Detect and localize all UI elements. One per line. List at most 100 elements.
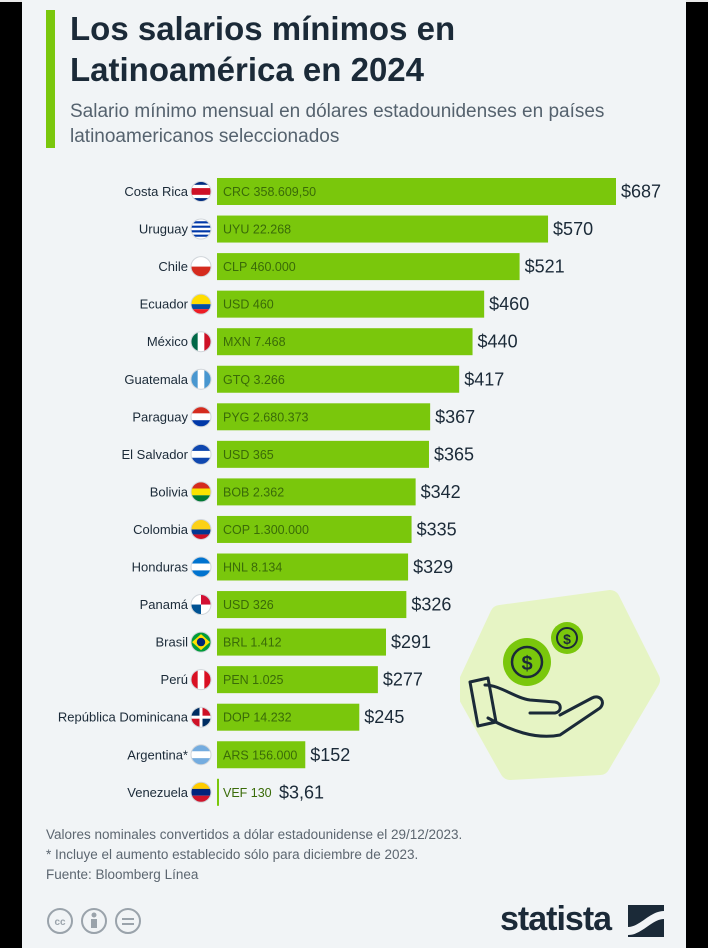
value-label: $335 — [417, 519, 457, 539]
footnote-argentina: * Incluye el aumento establecido sólo pa… — [46, 847, 419, 862]
statista-logo-mark-icon — [628, 905, 664, 937]
el-salvador-flag-icon — [191, 444, 211, 465]
source-note: Fuente: Bloomberg Línea — [46, 867, 199, 882]
bar — [217, 515, 412, 543]
bar — [217, 741, 306, 769]
category-label: Venezuela — [127, 785, 188, 800]
local-currency-label: DOP 14.232 — [223, 711, 292, 725]
value-label: $365 — [434, 444, 474, 464]
bar — [217, 778, 219, 806]
cc-icon — [47, 908, 73, 934]
value-label: $417 — [464, 369, 504, 389]
category-label: México — [147, 334, 188, 349]
value-label: $329 — [413, 557, 453, 577]
peru-flag-icon — [191, 669, 211, 690]
bolivia-flag-icon — [191, 481, 211, 502]
value-label: $460 — [489, 294, 529, 314]
local-currency-label: USD 365 — [223, 448, 274, 462]
value-label: $367 — [435, 407, 475, 427]
category-label: Costa Rica — [124, 184, 188, 199]
bar — [217, 253, 520, 281]
by-icon — [81, 908, 107, 934]
value-label: $152 — [310, 745, 350, 765]
local-currency-label: USD 326 — [223, 598, 274, 612]
panama-flag-icon — [191, 594, 211, 615]
bar — [217, 666, 378, 694]
category-label: República Dominicana — [58, 710, 189, 725]
chile-flag-icon — [191, 256, 211, 277]
local-currency-label: USD 460 — [223, 298, 274, 312]
chart-subtitle: Salario mínimo mensual en dólares estado… — [70, 101, 605, 147]
category-label: Chile — [158, 259, 188, 274]
ecuador-flag-icon — [191, 294, 211, 315]
value-label: $245 — [364, 707, 404, 727]
large-coin-icon — [503, 638, 551, 686]
local-currency-label: COP 1.300.000 — [223, 523, 309, 537]
value-label: $440 — [478, 332, 518, 352]
honduras-flag-icon — [191, 557, 211, 577]
costa-rica-flag-icon — [191, 181, 211, 202]
category-label: El Salvador — [122, 447, 189, 462]
category-label: Argentina* — [127, 747, 188, 762]
value-label: $277 — [383, 670, 423, 690]
category-label: Perú — [161, 672, 188, 687]
category-label: Guatemala — [124, 372, 188, 387]
category-label: Paraguay — [132, 409, 188, 424]
value-label: $342 — [421, 482, 461, 502]
category-label: Uruguay — [139, 222, 189, 237]
local-currency-label: BOB 2.362 — [223, 485, 284, 499]
value-label: $291 — [391, 632, 431, 652]
bar-chart: Costa Rica CRC 358.609,50 $687 Uruguay UYU 2… — [58, 178, 661, 806]
bar — [217, 440, 429, 468]
brasil-flag-icon — [191, 632, 211, 653]
svg-text:$: $ — [563, 631, 571, 647]
bar — [217, 403, 431, 431]
bar — [217, 478, 416, 506]
local-currency-label: VEF 130 — [223, 786, 272, 800]
chart-title: Los salarios mínimos en Latinoamérica en… — [70, 10, 456, 88]
local-currency-label: GTQ 3.266 — [223, 373, 285, 387]
bar — [217, 365, 460, 393]
category-label: Brasil — [155, 635, 188, 650]
category-label: Bolivia — [150, 484, 189, 499]
venezuela-flag-icon — [191, 782, 211, 803]
nd-icon — [115, 908, 141, 934]
local-currency-label: BRL 1.412 — [223, 636, 282, 650]
argentina-flag-icon — [191, 744, 211, 765]
svg-text:$: $ — [521, 653, 532, 675]
creative-commons-icons: cc — [47, 908, 141, 934]
paraguay-flag-icon — [191, 406, 211, 427]
local-currency-label: PYG 2.680.373 — [223, 410, 309, 424]
category-label: Ecuador — [140, 297, 189, 312]
value-label: $326 — [411, 595, 451, 615]
category-label: Colombia — [133, 522, 189, 537]
category-label: Panamá — [140, 597, 189, 612]
value-label: $570 — [553, 219, 593, 239]
value-label: $687 — [621, 182, 661, 202]
bar — [217, 703, 360, 731]
mexico-flag-icon — [191, 331, 211, 352]
local-currency-label: ARS 156.000 — [223, 748, 297, 762]
category-label: Honduras — [132, 560, 189, 575]
local-currency-label: HNL 8.134 — [223, 561, 282, 575]
guatemala-flag-icon — [191, 369, 211, 390]
infographic-card — [22, 0, 686, 948]
svg-text:cc: cc — [54, 917, 66, 928]
bar — [217, 591, 407, 619]
bar — [217, 553, 409, 581]
uruguay-flag-icon — [191, 219, 211, 240]
title-accent-bar — [46, 10, 55, 148]
bar — [217, 178, 616, 205]
bar — [217, 290, 485, 318]
footnotes: Valores nominales convertidos a dólar es… — [46, 825, 646, 885]
small-coin-icon — [551, 622, 583, 654]
local-currency-label: CRC 358.609,50 — [223, 185, 316, 199]
value-label: $521 — [525, 257, 565, 277]
republica-dominicana-flag-icon — [191, 707, 211, 728]
statista-logo: statista — [500, 900, 612, 938]
bar — [217, 215, 549, 243]
bar — [217, 328, 473, 356]
local-currency-label: MXN 7.468 — [223, 335, 286, 349]
colombia-flag-icon — [191, 519, 211, 540]
bar — [217, 628, 387, 656]
